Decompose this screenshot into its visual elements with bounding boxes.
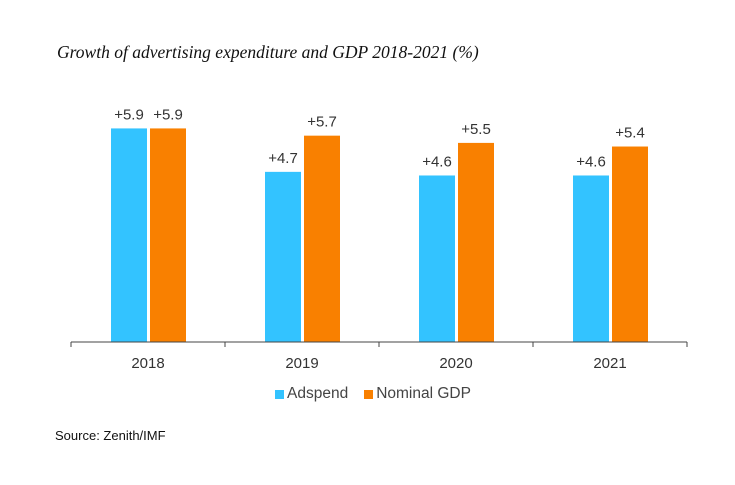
legend-swatch-adspend xyxy=(275,389,284,399)
data-label: +4.7 xyxy=(268,150,298,167)
source-note: Source: Zenith/IMF xyxy=(55,428,166,443)
bar-nominal-gdp-2018 xyxy=(150,128,186,342)
bar-nominal-gdp-2021 xyxy=(612,146,648,342)
legend-item-adspend: Adspend xyxy=(275,385,348,403)
legend: Adspend Nominal GDP xyxy=(275,385,471,403)
data-label: +5.9 xyxy=(114,106,144,123)
bar-adspend-2018 xyxy=(111,128,147,342)
bar-nominal-gdp-2019 xyxy=(304,135,340,342)
data-label: +5.9 xyxy=(153,106,183,123)
data-label: +4.6 xyxy=(576,153,606,170)
x-tick-label: 2021 xyxy=(593,355,626,372)
legend-swatch-nominal-gdp xyxy=(364,389,374,399)
bar-adspend-2021 xyxy=(573,175,609,342)
x-tick-label: 2019 xyxy=(285,355,318,372)
data-label: +5.4 xyxy=(615,125,645,142)
x-tick-label: 2020 xyxy=(439,355,472,372)
legend-item-nominal-gdp: Nominal GDP xyxy=(364,385,471,403)
data-label: +4.6 xyxy=(422,153,452,170)
legend-label-adspend: Adspend xyxy=(287,385,349,402)
chart-title: Growth of advertising expenditure and GD… xyxy=(57,42,479,62)
bar-adspend-2019 xyxy=(265,171,301,342)
data-label: +5.5 xyxy=(461,121,491,138)
legend-label-nominal-gdp: Nominal GDP xyxy=(376,385,471,402)
bar-adspend-2020 xyxy=(419,175,455,342)
bar-nominal-gdp-2020 xyxy=(458,142,494,342)
x-tick-label: 2018 xyxy=(131,355,164,372)
data-label: +5.7 xyxy=(307,114,337,131)
